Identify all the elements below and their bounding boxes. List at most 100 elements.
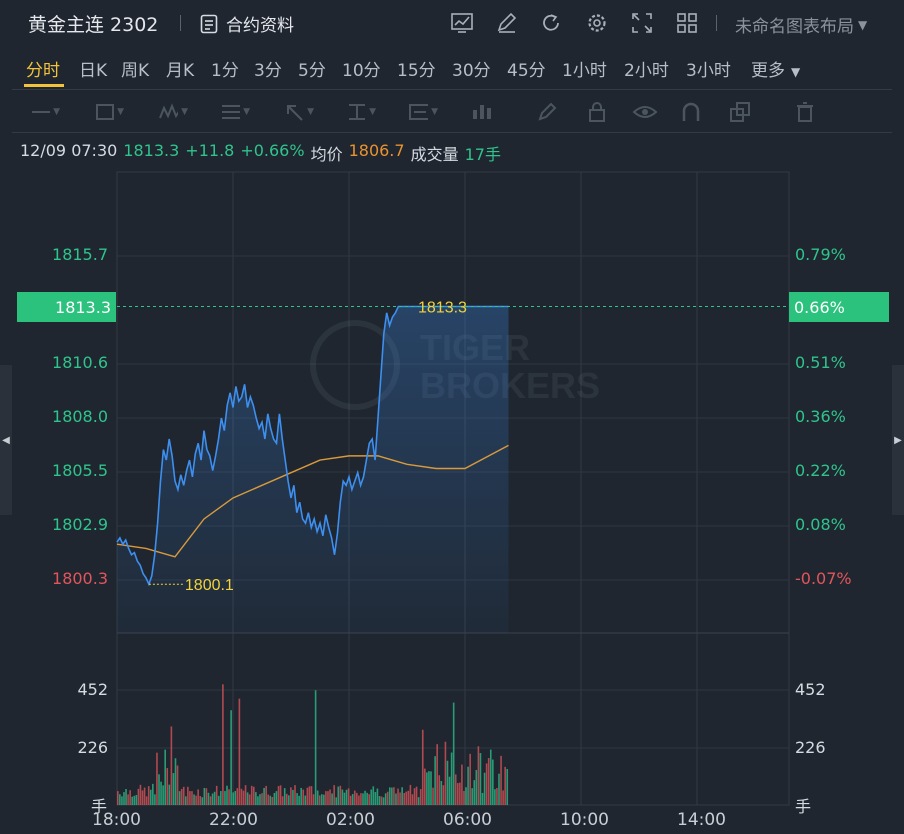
tab-period-2h[interactable]: 2小时 bbox=[624, 61, 669, 81]
pen-icon[interactable] bbox=[536, 100, 566, 124]
volume-bar bbox=[391, 787, 393, 805]
tab-period-5min[interactable]: 5分 bbox=[298, 61, 326, 81]
volume-bar bbox=[345, 789, 348, 805]
volume-bar bbox=[492, 759, 494, 805]
volume-tick: 226 bbox=[795, 738, 826, 757]
magnet-icon[interactable] bbox=[680, 100, 710, 124]
eye-icon[interactable] bbox=[632, 100, 662, 124]
tab-period-day[interactable]: 日K bbox=[79, 61, 108, 81]
volume-bar bbox=[475, 770, 478, 805]
fullscreen-icon[interactable] bbox=[628, 9, 656, 37]
arrow-right-icon: ▶ bbox=[894, 434, 902, 446]
layout-grid-icon[interactable] bbox=[673, 9, 701, 37]
contract-info-button[interactable]: 合约资料 bbox=[200, 11, 294, 36]
bar-pattern-tool-icon[interactable] bbox=[470, 100, 500, 124]
draw-icon[interactable] bbox=[493, 9, 521, 37]
volume-bar bbox=[263, 787, 265, 805]
volume-bar bbox=[152, 783, 154, 805]
volume-value: 17手 bbox=[464, 145, 501, 164]
volume-bar bbox=[242, 790, 245, 805]
volume-bar bbox=[294, 785, 296, 805]
chart-type-icon[interactable] bbox=[448, 9, 476, 37]
tab-period-month[interactable]: 月K bbox=[166, 61, 195, 81]
contract-info-label: 合约资料 bbox=[226, 16, 294, 36]
label-tool-icon[interactable]: ▼ bbox=[408, 100, 438, 124]
volume-bar bbox=[360, 793, 362, 805]
volume-label: 成交量 bbox=[410, 145, 459, 164]
layout-selector[interactable]: 未命名图表布局 ▼ bbox=[735, 12, 867, 37]
quote-change: +11.8 bbox=[185, 141, 235, 160]
volume-bar bbox=[500, 755, 502, 805]
volume-bar bbox=[271, 796, 274, 805]
quote-change-pct: +0.66% bbox=[240, 141, 305, 160]
volume-bar bbox=[370, 789, 373, 805]
fib-tool-icon[interactable]: ▼ bbox=[222, 105, 250, 119]
current-pct-tag: 0.66% bbox=[789, 292, 889, 322]
text-align-tool-icon[interactable]: ▼ bbox=[349, 104, 376, 120]
volume-bar bbox=[250, 785, 253, 805]
volume-bar bbox=[356, 792, 358, 805]
volume-bar bbox=[320, 794, 323, 805]
volume-bar bbox=[325, 791, 327, 805]
period-tabs: 分时 日K 周K 月K 1分 3分 5分 10分 15分 30分 45分 1小时… bbox=[0, 52, 904, 87]
high-label: 1813.3 bbox=[418, 299, 467, 316]
volume-bar bbox=[123, 792, 125, 805]
volume-bar bbox=[236, 788, 239, 805]
tab-period-1min[interactable]: 1分 bbox=[211, 61, 239, 81]
volume-bar bbox=[201, 797, 204, 805]
volume-bar bbox=[174, 758, 177, 805]
tab-period-week[interactable]: 周K bbox=[121, 61, 150, 81]
volume-bar bbox=[452, 702, 455, 805]
tab-period-3h[interactable]: 3小时 bbox=[686, 61, 731, 81]
settings-icon[interactable] bbox=[583, 9, 611, 37]
volume-bar bbox=[184, 796, 187, 805]
x-tick: 14:00 bbox=[677, 810, 726, 830]
tab-period-3min[interactable]: 3分 bbox=[254, 61, 282, 81]
line-tool-icon[interactable]: ▼ bbox=[32, 107, 60, 117]
volume-bar bbox=[252, 786, 255, 805]
arrow-tool-icon[interactable]: ▼ bbox=[284, 100, 314, 124]
volume-bar bbox=[222, 684, 224, 805]
tab-period-intraday[interactable]: 分时 bbox=[26, 61, 60, 81]
volume-unit: 手 bbox=[91, 797, 108, 816]
instrument-title[interactable]: 黄金主连 2302 bbox=[28, 14, 159, 36]
y-pct-tick: -0.07% bbox=[795, 569, 852, 588]
volume-bar bbox=[469, 753, 471, 805]
volume-bar bbox=[119, 794, 121, 805]
wave-tool-icon[interactable]: ▼ bbox=[158, 100, 188, 124]
tab-period-10min[interactable]: 10分 bbox=[342, 61, 381, 81]
volume-bar bbox=[182, 786, 185, 805]
tab-period-more[interactable]: 更多 ▼ bbox=[751, 56, 800, 81]
rect-tool-icon[interactable]: ▼ bbox=[94, 100, 124, 124]
scroll-left-button[interactable]: ◀ bbox=[0, 365, 12, 515]
volume-bar bbox=[154, 794, 156, 805]
volume-bar bbox=[279, 785, 282, 805]
refresh-icon[interactable] bbox=[538, 9, 566, 37]
volume-bar bbox=[318, 795, 321, 805]
x-tick: 06:00 bbox=[443, 810, 492, 830]
y-price-tick: 1815.7 bbox=[52, 245, 108, 264]
tab-period-45min[interactable]: 45分 bbox=[507, 61, 546, 81]
scroll-right-button[interactable]: ▶ bbox=[892, 365, 904, 515]
volume-bar bbox=[269, 795, 272, 805]
lock-icon[interactable] bbox=[586, 100, 616, 124]
tab-period-15min[interactable]: 15分 bbox=[397, 61, 436, 81]
tab-period-30min[interactable]: 30分 bbox=[452, 61, 491, 81]
volume-bar bbox=[158, 774, 160, 805]
volume-bar bbox=[397, 788, 399, 805]
price-area-fill bbox=[117, 306, 509, 633]
volume-bar bbox=[485, 763, 488, 805]
tab-period-1h[interactable]: 1小时 bbox=[562, 61, 607, 81]
volume-bar bbox=[380, 796, 383, 805]
y-price-tick: 1810.6 bbox=[52, 353, 108, 372]
trash-icon[interactable] bbox=[794, 100, 824, 124]
copy-icon[interactable] bbox=[728, 100, 758, 124]
volume-bar bbox=[403, 792, 406, 805]
avg-price-line bbox=[116, 444, 509, 558]
volume-bar bbox=[211, 793, 214, 805]
volume-bar bbox=[199, 795, 202, 805]
volume-bar bbox=[413, 788, 416, 805]
volume-bar bbox=[261, 793, 263, 805]
volume-bar bbox=[302, 789, 305, 805]
